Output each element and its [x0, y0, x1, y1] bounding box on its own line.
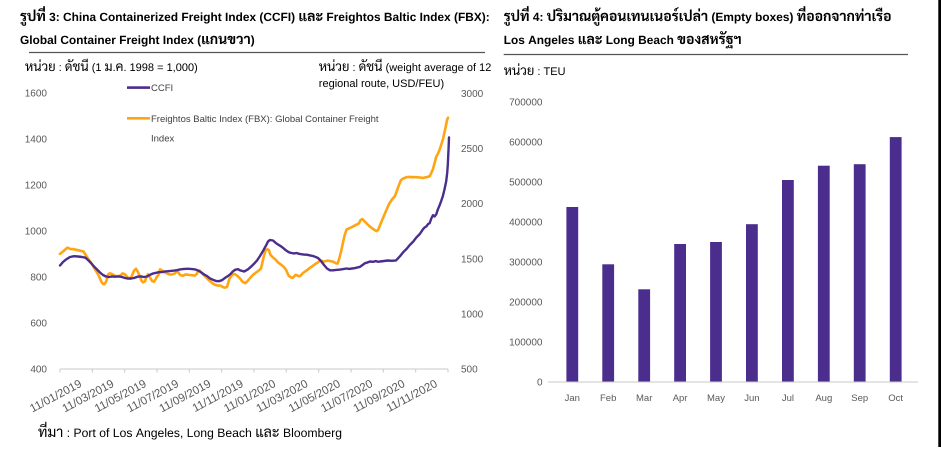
svg-text:500000: 500000: [509, 178, 543, 189]
svg-text:100000: 100000: [509, 338, 543, 349]
svg-text:200000: 200000: [509, 298, 543, 309]
svg-text:Jan: Jan: [565, 393, 580, 404]
svg-text:2500: 2500: [461, 144, 484, 155]
svg-text:1600: 1600: [25, 89, 48, 100]
svg-text:500: 500: [461, 365, 478, 376]
svg-text:1000: 1000: [25, 227, 48, 238]
svg-text:1500: 1500: [461, 254, 484, 265]
svg-text:600000: 600000: [509, 138, 543, 149]
svg-text:2000: 2000: [461, 199, 484, 210]
svg-text:0: 0: [537, 378, 543, 389]
svg-text:Sep: Sep: [851, 393, 868, 404]
svg-text:Aug: Aug: [815, 393, 832, 404]
svg-text:Index: Index: [151, 134, 174, 145]
svg-text:400: 400: [30, 365, 47, 376]
svg-text:Jul: Jul: [782, 393, 794, 404]
svg-text:Apr: Apr: [673, 393, 688, 404]
svg-text:800: 800: [30, 273, 47, 284]
svg-text:400000: 400000: [509, 218, 543, 229]
svg-text:regional route, USD/FEU): regional route, USD/FEU): [319, 78, 444, 90]
svg-text:1000: 1000: [461, 309, 484, 320]
svg-text:700000: 700000: [509, 98, 543, 109]
svg-text:Jun: Jun: [744, 393, 759, 404]
svg-text:600: 600: [30, 319, 47, 330]
svg-text:1200: 1200: [25, 181, 48, 192]
svg-text:3000: 3000: [461, 89, 484, 100]
svg-text:CCFI: CCFI: [151, 83, 173, 94]
svg-text:Freightos Baltic Index (FBX):: Freightos Baltic Index (FBX): Global Con…: [151, 114, 379, 125]
svg-text:Oct: Oct: [888, 393, 903, 404]
svg-text:May: May: [707, 393, 725, 404]
svg-text:300000: 300000: [509, 258, 543, 269]
svg-text:Mar: Mar: [636, 393, 652, 404]
svg-text:Feb: Feb: [600, 393, 616, 404]
svg-text:1400: 1400: [25, 135, 48, 146]
